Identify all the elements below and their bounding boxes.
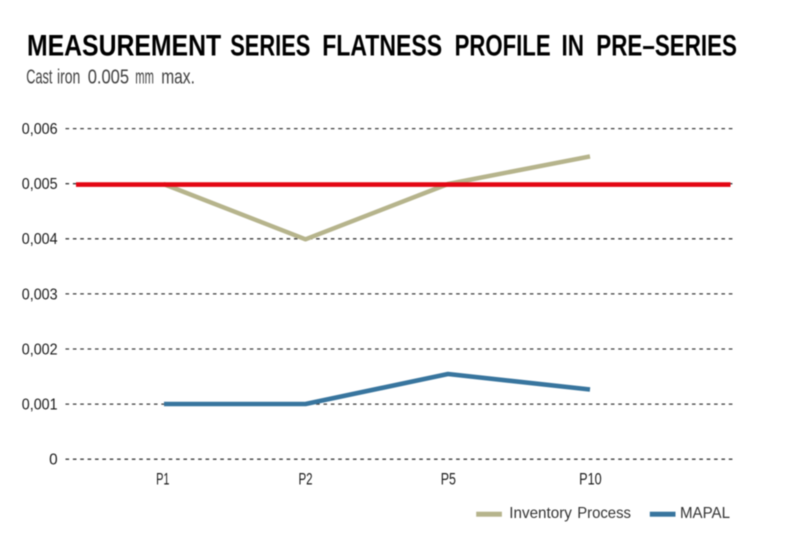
svg-text:IN: IN — [562, 30, 585, 63]
svg-text:mm: mm — [135, 67, 154, 89]
svg-text:0,006: 0,006 — [22, 121, 58, 138]
svg-text:0.005: 0.005 — [88, 67, 129, 89]
svg-text:Cast: Cast — [26, 67, 52, 89]
svg-text:0,004: 0,004 — [22, 231, 58, 248]
svg-text:FLATNESS: FLATNESS — [322, 30, 442, 63]
svg-text:iron: iron — [57, 67, 80, 89]
svg-text:PRE–SERIES: PRE–SERIES — [596, 30, 737, 63]
svg-text:Inventory: Inventory — [509, 505, 572, 522]
svg-text:0,002: 0,002 — [22, 341, 58, 358]
svg-text:MEASUREMENT: MEASUREMENT — [27, 30, 221, 63]
svg-text:SERIES: SERIES — [230, 30, 310, 63]
svg-text:PROFILE: PROFILE — [455, 30, 551, 63]
svg-text:P5: P5 — [441, 471, 456, 489]
svg-text:P2: P2 — [298, 471, 312, 489]
svg-text:0,001: 0,001 — [22, 397, 58, 414]
svg-text:MAPAL: MAPAL — [680, 505, 730, 522]
svg-text:P10: P10 — [579, 471, 602, 489]
svg-text:max.: max. — [161, 67, 195, 89]
svg-text:0: 0 — [49, 452, 58, 469]
svg-text:0,005: 0,005 — [22, 176, 58, 193]
svg-text:Process: Process — [577, 505, 631, 522]
svg-text:P1: P1 — [156, 471, 169, 489]
svg-text:0,003: 0,003 — [22, 286, 58, 303]
